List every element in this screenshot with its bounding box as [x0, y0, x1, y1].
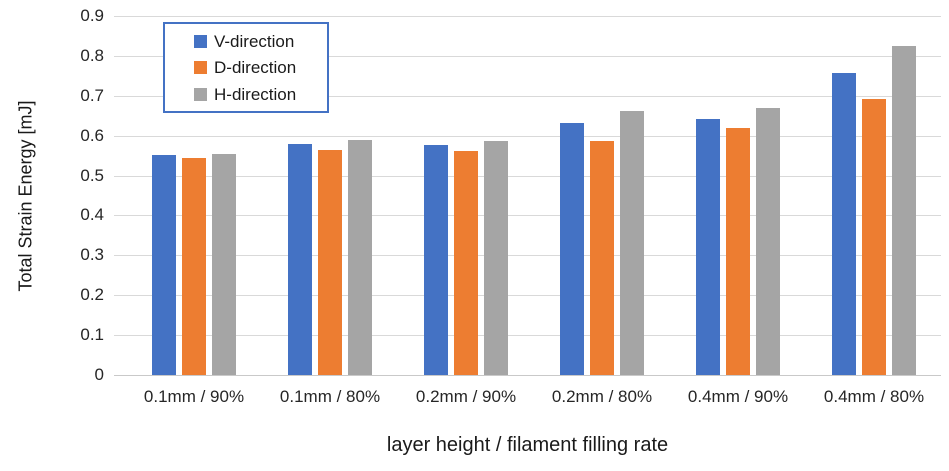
y-tick-label: 0.2 [80, 285, 104, 304]
bar-h-direction-3 [620, 111, 644, 375]
x-category-label: 0.4mm / 90% [687, 387, 789, 406]
bar-h-direction-0 [212, 154, 236, 375]
gridline [114, 16, 941, 17]
gridline [114, 295, 941, 296]
gridline [114, 335, 941, 336]
y-tick-label: 0 [94, 365, 104, 384]
y-tick-label: 0.5 [80, 166, 104, 185]
legend-item: D-direction [194, 58, 327, 77]
gridline [114, 96, 941, 97]
y-tick-label: 0.4 [80, 205, 104, 224]
y-tick-label: 0.7 [80, 86, 104, 105]
bar-d-direction-3 [590, 141, 614, 375]
legend-item: H-direction [194, 85, 327, 104]
x-axis-title: layer height / filament filling rate [386, 434, 669, 456]
y-tick-label: 0.8 [80, 46, 104, 65]
y-tick-label: 0.1 [80, 325, 104, 344]
bar-d-direction-1 [318, 150, 342, 375]
plot-area [114, 16, 941, 376]
legend-swatch-icon [194, 61, 207, 74]
legend-swatch-icon [194, 87, 207, 101]
bar-d-direction-2 [454, 151, 478, 375]
bar-v-direction-3 [560, 123, 584, 375]
bar-h-direction-5 [892, 46, 916, 375]
legend-item: V-direction [194, 32, 327, 51]
bar-h-direction-1 [348, 140, 372, 375]
bar-h-direction-4 [756, 108, 780, 375]
legend-swatch-icon [194, 34, 207, 48]
gridline [114, 56, 941, 57]
bar-v-direction-0 [152, 155, 176, 375]
bar-v-direction-4 [696, 119, 720, 375]
legend: V-direction D-direction H-direction [163, 22, 329, 113]
gridline [114, 215, 941, 216]
y-tick-label: 0.9 [80, 6, 104, 25]
gridline [114, 136, 941, 137]
y-axis-title: Total Strain Energy [mJ] [15, 100, 36, 292]
x-category-label: 0.2mm / 90% [415, 387, 517, 406]
gridline [114, 176, 941, 177]
bar-d-direction-5 [862, 99, 886, 375]
bar-v-direction-1 [288, 144, 312, 375]
x-axis-line [114, 375, 941, 376]
bar-v-direction-2 [424, 145, 448, 375]
x-category-label: 0.4mm / 80% [823, 387, 925, 406]
bar-v-direction-5 [832, 73, 856, 375]
y-tick-label: 0.3 [80, 245, 104, 264]
bar-d-direction-4 [726, 128, 750, 375]
y-tick-label: 0.6 [80, 126, 104, 145]
bar-d-direction-0 [182, 158, 206, 375]
x-category-label: 0.1mm / 80% [279, 387, 381, 406]
gridline [114, 255, 941, 256]
legend-label: V-direction [214, 31, 295, 51]
x-category-label: 0.2mm / 80% [551, 387, 653, 406]
legend-label: D-direction [214, 58, 297, 77]
legend-label: H-direction [214, 84, 297, 104]
bar-h-direction-2 [484, 141, 508, 375]
x-category-label: 0.1mm / 90% [143, 387, 245, 406]
